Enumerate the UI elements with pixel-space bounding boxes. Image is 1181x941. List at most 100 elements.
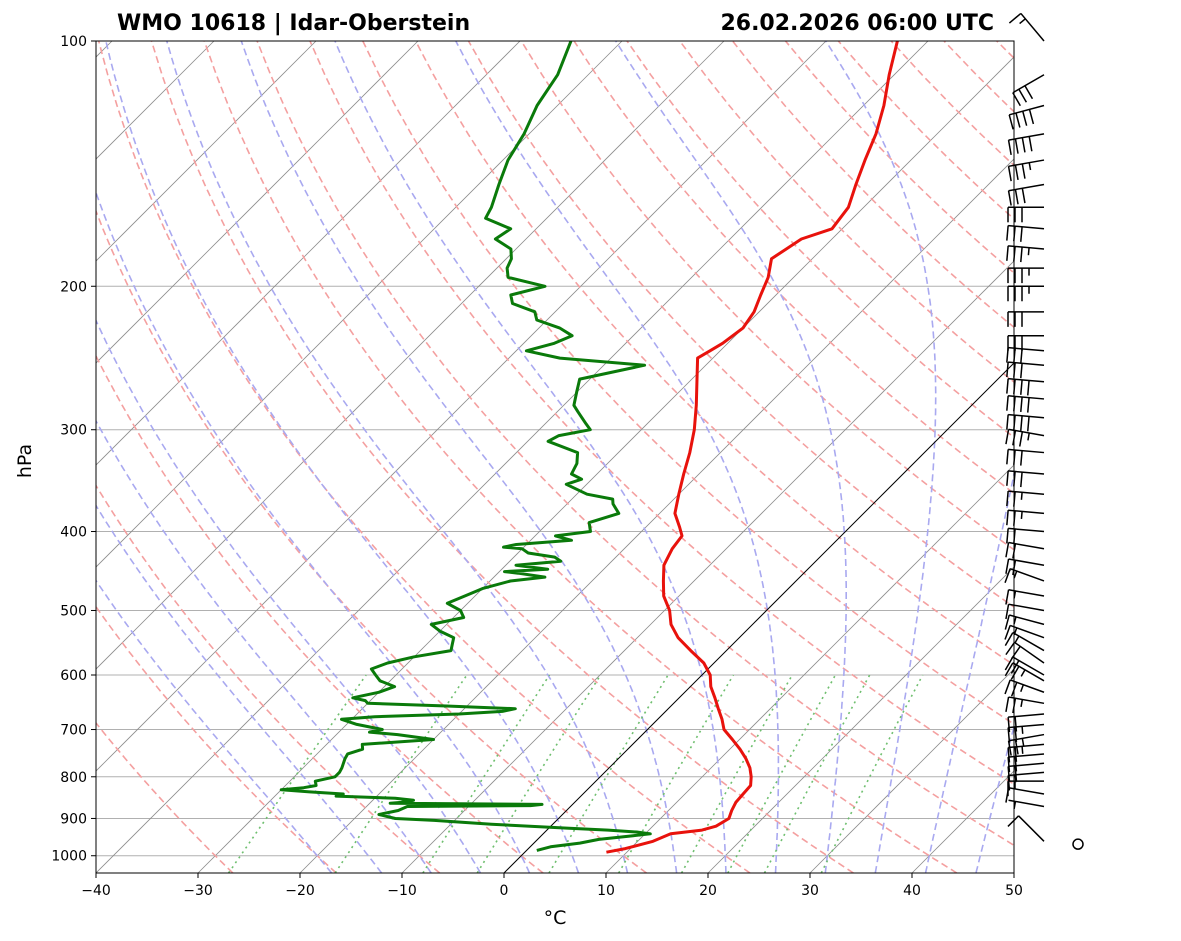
wind-barb — [1004, 624, 1045, 640]
moist-adiabats — [96, 41, 1014, 873]
barb-shaft — [1014, 641, 1045, 664]
wind-barb — [1004, 656, 1045, 676]
barb-flag — [1028, 136, 1033, 152]
y-tick-label: 400 — [60, 525, 87, 541]
moist-adiabat — [96, 579, 333, 873]
barb-shaft — [1008, 527, 1045, 533]
wind-barb — [1012, 74, 1045, 107]
isotherm — [707, 566, 1014, 873]
y-tick-label: 1000 — [51, 849, 87, 865]
wind-barb — [1007, 753, 1045, 773]
plot-area — [96, 41, 1014, 873]
isotherm — [96, 41, 623, 568]
x-tick-label: −40 — [81, 883, 111, 899]
wind-barb — [1007, 723, 1045, 743]
barb-shaft — [1008, 413, 1045, 419]
barb-half-flag — [1014, 774, 1017, 783]
dry-adiabat — [97, 41, 751, 873]
x-tick-label: 0 — [500, 883, 509, 899]
wind-barb — [1007, 762, 1045, 782]
barb-shaft — [1008, 509, 1045, 515]
barb-flag — [1015, 112, 1021, 128]
moist-adiabat — [166, 41, 629, 873]
barb-flag — [1013, 379, 1016, 395]
x-tick-label: −10 — [387, 883, 417, 899]
barb-flag — [1004, 662, 1014, 677]
dry-adiabat — [309, 41, 1014, 786]
wind-barb — [1005, 641, 1045, 664]
wind-barb — [1004, 679, 1045, 697]
barb-flag — [1021, 163, 1026, 179]
barb-flag — [1005, 429, 1010, 445]
barb-flag — [1012, 698, 1017, 714]
barb-flag — [1012, 92, 1021, 107]
barb-half-flag — [1013, 616, 1017, 625]
barb-flag — [1004, 625, 1011, 640]
barb-half-flag — [1019, 18, 1026, 25]
barb-shaft — [1008, 589, 1045, 597]
barb-flag — [1024, 85, 1034, 100]
dry-adiabat — [96, 208, 647, 873]
x-tick-label: 40 — [903, 883, 921, 899]
barb-flag — [1014, 716, 1018, 732]
barb-shaft — [1008, 490, 1045, 495]
barb-shaft — [1008, 377, 1045, 383]
barb-flag — [1005, 641, 1016, 656]
mixing-ratio-line — [763, 674, 871, 873]
calm-wind-marker — [1072, 838, 1084, 850]
barb-flag — [1006, 528, 1009, 544]
wind-barb — [1005, 603, 1045, 620]
wind-barb — [1007, 334, 1044, 351]
wind-barb — [1007, 133, 1045, 155]
barb-flag — [1013, 226, 1016, 242]
wind-barb — [1008, 104, 1045, 130]
barb-half-flag — [1013, 570, 1018, 579]
barb-flag — [1007, 747, 1011, 763]
barb-shaft — [1008, 733, 1045, 742]
barb-flag — [1010, 682, 1018, 697]
x-tick-label: −20 — [285, 883, 315, 899]
barb-shaft — [1012, 656, 1045, 676]
wind-barb — [1004, 631, 1045, 652]
barb-flag — [1020, 415, 1023, 431]
x-tick-label: 20 — [699, 883, 717, 899]
wind-barb — [1007, 780, 1044, 797]
wind-barb — [1004, 662, 1045, 682]
barb-half-flag — [1013, 590, 1017, 599]
barb-half-flag — [1020, 684, 1025, 693]
barb-shaft — [1008, 771, 1045, 777]
dewpoint-profile — [279, 41, 652, 852]
isotherm — [605, 464, 1014, 873]
barb-shaft — [1008, 696, 1045, 705]
barb-shaft — [1008, 558, 1045, 566]
barb-shaft — [1012, 74, 1045, 94]
wind-barb — [1006, 224, 1045, 242]
dry-adiabat — [150, 41, 854, 873]
y-tick-label: 800 — [60, 770, 87, 786]
wind-barb — [1005, 428, 1045, 447]
barb-flag — [1007, 190, 1012, 206]
barb-flag — [1028, 109, 1035, 125]
isotherms — [96, 41, 1014, 873]
barb-shaft — [1012, 662, 1045, 682]
barb-flag — [1012, 560, 1017, 576]
barb-flag — [1007, 815, 1020, 827]
wind-barb — [1005, 558, 1045, 576]
barb-shaft — [1020, 12, 1045, 42]
mixing-ratio-line — [334, 674, 468, 873]
barb-shaft — [1008, 723, 1045, 729]
barb-flag — [1004, 679, 1011, 695]
barb-flag — [1008, 12, 1022, 24]
temperature-profile — [606, 41, 899, 854]
moist-adiabat — [96, 419, 432, 873]
y-tick-label: 700 — [60, 723, 87, 739]
barb-flag — [1007, 766, 1011, 782]
barb-shaft — [1008, 395, 1045, 400]
barb-flag — [1020, 363, 1023, 379]
wind-barb — [1007, 311, 1044, 327]
barb-flag — [1012, 430, 1017, 446]
barb-half-flag — [1021, 738, 1025, 746]
barb-shaft — [1008, 133, 1045, 141]
barb-flag — [1007, 757, 1011, 773]
barb-flag — [1007, 727, 1011, 743]
